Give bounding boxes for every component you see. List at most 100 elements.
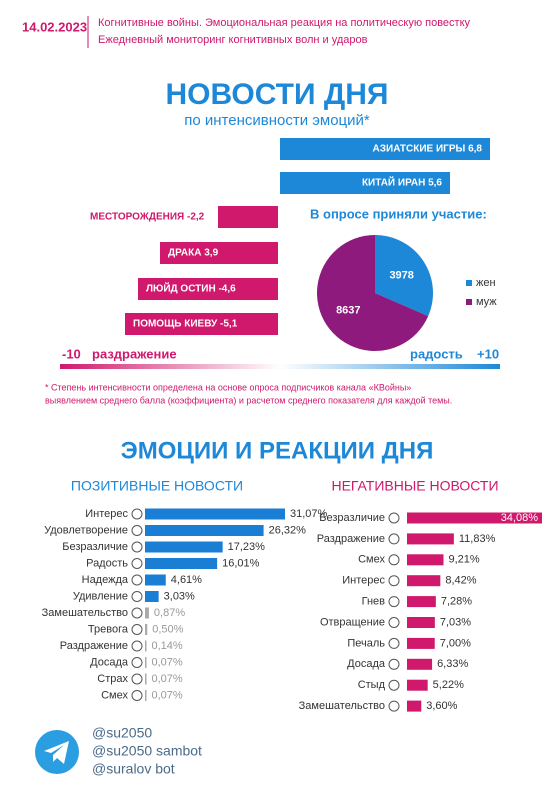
category-label: Досада xyxy=(90,656,129,668)
category-label: Гнев xyxy=(362,596,386,608)
legend-swatch xyxy=(466,280,472,286)
emotion-icon xyxy=(388,658,400,670)
bar xyxy=(407,679,428,691)
news-label: АЗИАТСКИЕ ИГРЫ 6,8 xyxy=(373,144,483,155)
scale-right-value: +10 xyxy=(477,346,499,361)
news-label: ДРАКА 3,9 xyxy=(168,248,219,259)
news-subtitle: по интенсивности эмоций* xyxy=(184,112,370,129)
legend-label: жен xyxy=(476,277,496,289)
bar xyxy=(407,617,435,628)
category-label: Досада xyxy=(347,658,386,670)
telegram-plane xyxy=(44,741,69,764)
pie-slice xyxy=(375,235,433,317)
category-label: Замешательство xyxy=(42,607,128,619)
category-label: Радость xyxy=(86,557,128,569)
handle: @su2050 sambot xyxy=(92,743,202,759)
value-label: 3,60% xyxy=(426,700,457,712)
handle: @suralov bot xyxy=(92,761,175,777)
bar xyxy=(145,607,149,619)
value-label: 11,83% xyxy=(459,533,496,545)
category-label: Смех xyxy=(101,689,128,701)
pie-title: В опросе приняли участие: xyxy=(310,206,487,221)
emotion-icon xyxy=(388,575,400,587)
value-label: 6,33% xyxy=(437,658,468,670)
positive-title: ПОЗИТИВНЫЕ НОВОСТИ xyxy=(71,478,243,494)
emotion-icon xyxy=(131,640,143,652)
bar xyxy=(145,508,285,520)
bar xyxy=(145,541,223,553)
bar xyxy=(145,591,159,602)
section-title: ЭМОЦИИ И РЕАКЦИИ ДНЯ xyxy=(121,437,434,464)
bar xyxy=(145,624,148,635)
news-label: КИТАЙ ИРАН 5,6 xyxy=(362,176,442,189)
news-title: НОВОСТИ ДНЯ xyxy=(166,78,389,111)
value-label: 0,87% xyxy=(154,607,185,619)
scale-left-label: раздражение xyxy=(92,346,177,361)
emotion-icon xyxy=(388,596,400,608)
emotion-icon xyxy=(131,508,143,520)
value-label: 4,61% xyxy=(171,574,202,586)
emotion-icon xyxy=(388,637,400,649)
value-label: 7,03% xyxy=(440,616,471,628)
emotion-icon xyxy=(131,690,143,701)
emotion-icon xyxy=(131,607,143,619)
legend-label: муж xyxy=(476,296,497,308)
footnote: * Степень интенсивности определена на ос… xyxy=(45,382,411,392)
news-bar xyxy=(138,278,278,300)
pie-value: 8637 xyxy=(336,304,360,316)
emotion-icon xyxy=(388,617,400,628)
category-label: Удовлетворение xyxy=(44,524,128,536)
bar xyxy=(407,700,422,712)
bar xyxy=(407,533,454,545)
bar xyxy=(145,640,147,652)
value-label: 34,08% xyxy=(501,512,539,524)
value-label: 16,01% xyxy=(222,557,260,569)
bar xyxy=(407,554,444,566)
news-bar xyxy=(218,206,278,228)
category-label: Безразличие xyxy=(62,541,128,553)
handle: @su2050 xyxy=(92,725,152,741)
value-label: 5,22% xyxy=(433,679,464,691)
news-label: ЛЮЙД ОСТИН -4,6 xyxy=(146,282,236,295)
value-label: 3,03% xyxy=(164,590,195,602)
emotion-icon xyxy=(388,512,400,524)
category-label: Замешательство xyxy=(299,700,385,712)
bar xyxy=(407,512,542,524)
emotion-icon xyxy=(131,673,143,685)
category-label: Удивление xyxy=(73,590,128,602)
category-label: Смех xyxy=(358,554,385,566)
bar xyxy=(145,525,264,536)
emotion-icon xyxy=(131,591,143,602)
bar xyxy=(407,658,433,670)
value-label: 7,28% xyxy=(441,596,472,608)
header-line: Ежедневный мониторинг когнитивных волн и… xyxy=(98,34,368,46)
scale-bar xyxy=(60,364,500,369)
emotion-icon xyxy=(388,679,400,691)
date: 14.02.2023 xyxy=(22,19,87,34)
value-label: 0,07% xyxy=(152,656,183,668)
category-label: Интерес xyxy=(342,575,385,587)
category-label: Безразличие xyxy=(319,512,385,524)
bar xyxy=(407,596,436,608)
emotion-icon xyxy=(388,554,400,566)
category-label: Печаль xyxy=(347,637,385,649)
legend-swatch xyxy=(466,299,472,305)
news-bar xyxy=(280,138,490,160)
bar xyxy=(407,575,441,587)
bar xyxy=(145,558,218,569)
pie-value: 3978 xyxy=(389,269,413,281)
category-label: Интерес xyxy=(85,508,128,520)
value-label: 17,23% xyxy=(228,541,266,553)
emotion-icon xyxy=(131,624,143,635)
category-label: Стыд xyxy=(358,679,386,691)
category-label: Страх xyxy=(97,673,128,685)
value-label: 0,50% xyxy=(152,623,183,635)
header-line: Когнитивные войны. Эмоциональная реакция… xyxy=(98,17,471,29)
scale-right-label: радость xyxy=(410,346,463,361)
value-label: 7,00% xyxy=(440,637,471,649)
value-label: 31,07% xyxy=(290,508,328,520)
news-label: ПОМОЩЬ КИЕВУ -5,1 xyxy=(133,319,238,330)
value-label: 0,07% xyxy=(152,689,183,701)
category-label: Отвращение xyxy=(320,616,385,628)
